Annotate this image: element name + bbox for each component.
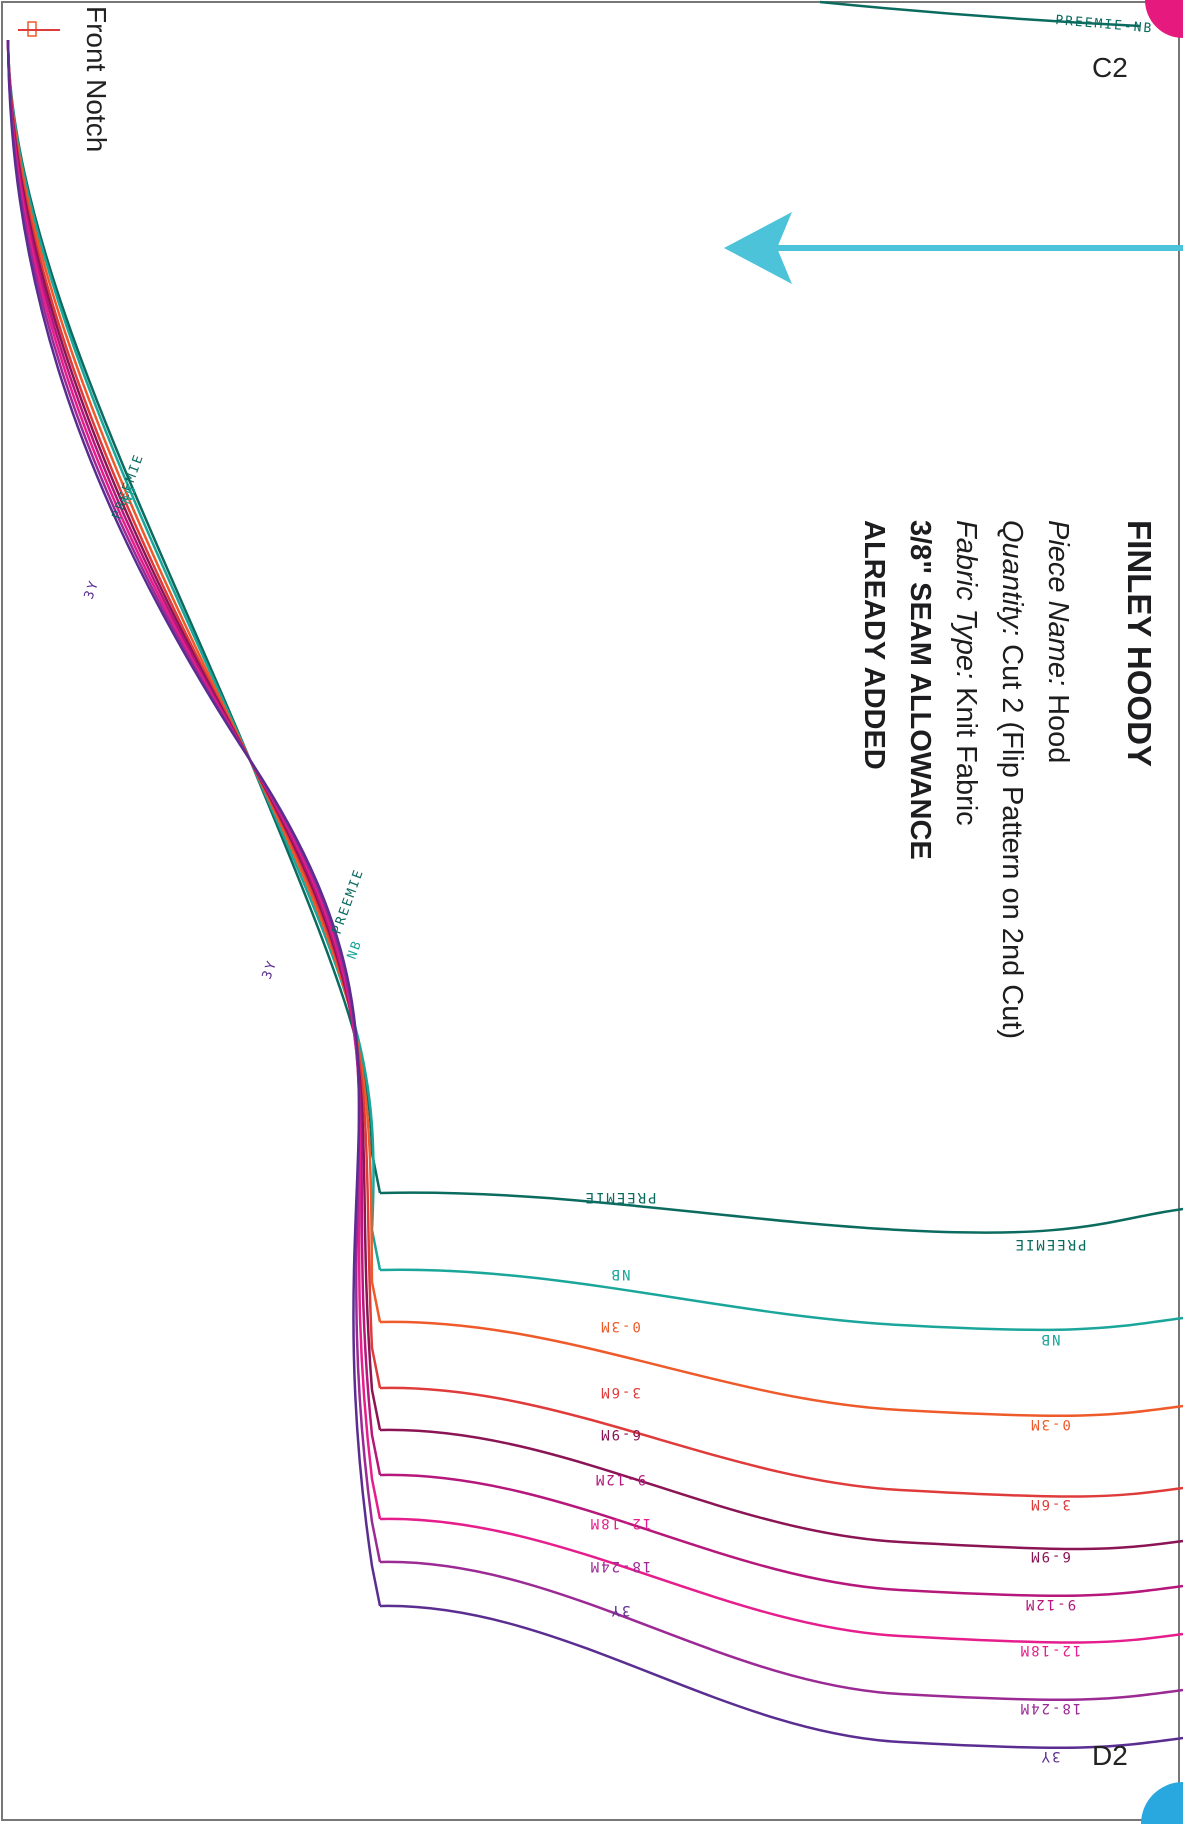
size-label-6-9m: 6-9M: [1029, 1548, 1071, 1564]
size-label-18-24m: 18-24M: [589, 1558, 652, 1574]
size-label-9-12m: 9-12M: [1024, 1596, 1076, 1612]
top-band-line: [819, 0, 1141, 28]
piece-name-value: Hood: [1042, 694, 1074, 764]
size-label-3-6m: 3-6M: [1029, 1496, 1071, 1512]
size-label-12-18m: 12-18M: [589, 1515, 652, 1531]
size-label-0-3m: 0-3M: [1029, 1416, 1071, 1432]
front-notch-label: Front Notch: [81, 6, 112, 153]
size-label-0-3m: 0-3M: [599, 1318, 641, 1334]
band-line-9-12m: [379, 1473, 1183, 1598]
page-id-top: C2: [1092, 52, 1128, 83]
top-band-label: PREEMIE-NB: [1055, 13, 1154, 37]
fabric-line: Fabric Type: Knit Fabric: [949, 520, 982, 826]
band-line-6-9m: [379, 1428, 1183, 1551]
size-label-nb: NB: [610, 1266, 631, 1282]
curve-label-nb: NB: [120, 483, 141, 507]
band-line-3-6m: [379, 1386, 1183, 1498]
neck-curve-3-6m: [6, 39, 382, 1389]
size-label-18-24m: 18-24M: [1019, 1700, 1082, 1716]
fabric-label: Fabric Type:: [950, 520, 982, 680]
pattern-title: FINLEY HOODY: [1121, 520, 1158, 767]
grainline-arrow-icon: [724, 212, 1183, 284]
size-label-nb: NB: [1040, 1331, 1061, 1347]
curve-label-3y: 3Y: [82, 578, 103, 602]
seam-allowance-line1: 3/8" SEAM ALLOWANCE: [904, 520, 936, 860]
curve-label-3y: 3Y: [260, 958, 281, 982]
size-label-12-18m: 12-18M: [1019, 1642, 1082, 1658]
band-line-preemie: [379, 1191, 1183, 1234]
quantity-value: Cut 2 (Flip Pattern on 2nd Cut): [996, 644, 1028, 1040]
size-label-preemie: PREEMIE: [583, 1189, 656, 1205]
size-label-preemie: PREEMIE: [1013, 1236, 1086, 1252]
seam-allowance-line2: ALREADY ADDED: [858, 520, 890, 770]
band-line-0-3m: [379, 1320, 1183, 1418]
size-label-6-9m: 6-9M: [599, 1426, 641, 1442]
size-label-3-6m: 3-6M: [599, 1384, 641, 1400]
neck-curve-preemie: [6, 39, 382, 1194]
neck-curve-0-3m: [6, 39, 382, 1323]
quantity-label: Quantity:: [996, 520, 1028, 637]
neck-curve-18-24m: [6, 39, 382, 1563]
size-label-9-12m: 9-12M: [594, 1471, 646, 1487]
fabric-value: Knit Fabric: [950, 687, 982, 826]
front-notch-mark: [18, 21, 60, 37]
page-id-bottom: D2: [1092, 1740, 1128, 1771]
neck-curve-12-18m: [6, 39, 382, 1520]
quantity-line: Quantity: Cut 2 (Flip Pattern on 2nd Cut…: [995, 520, 1028, 1039]
neck-curve-6-9m: [6, 39, 382, 1431]
piece-name-label: Piece Name:: [1042, 520, 1074, 687]
curve-label-preemie: PREEMIE: [330, 867, 368, 937]
band-line-18-24m: [379, 1560, 1183, 1702]
curve-label-nb: NB: [345, 938, 366, 962]
band-line-12-18m: [379, 1517, 1183, 1644]
size-label-3y: 3Y: [610, 1602, 631, 1618]
neck-curve-3y: [6, 39, 382, 1607]
size-label-3y: 3Y: [1040, 1748, 1061, 1764]
registration-dot-top-icon: [1145, 0, 1183, 38]
band-line-3y: [379, 1604, 1183, 1750]
band-line-nb: [379, 1268, 1183, 1332]
registration-dot-bottom-icon: [1141, 1782, 1183, 1824]
piece-name-line: Piece Name: Hood: [1041, 520, 1074, 763]
neck-curve-9-12m: [6, 39, 382, 1476]
